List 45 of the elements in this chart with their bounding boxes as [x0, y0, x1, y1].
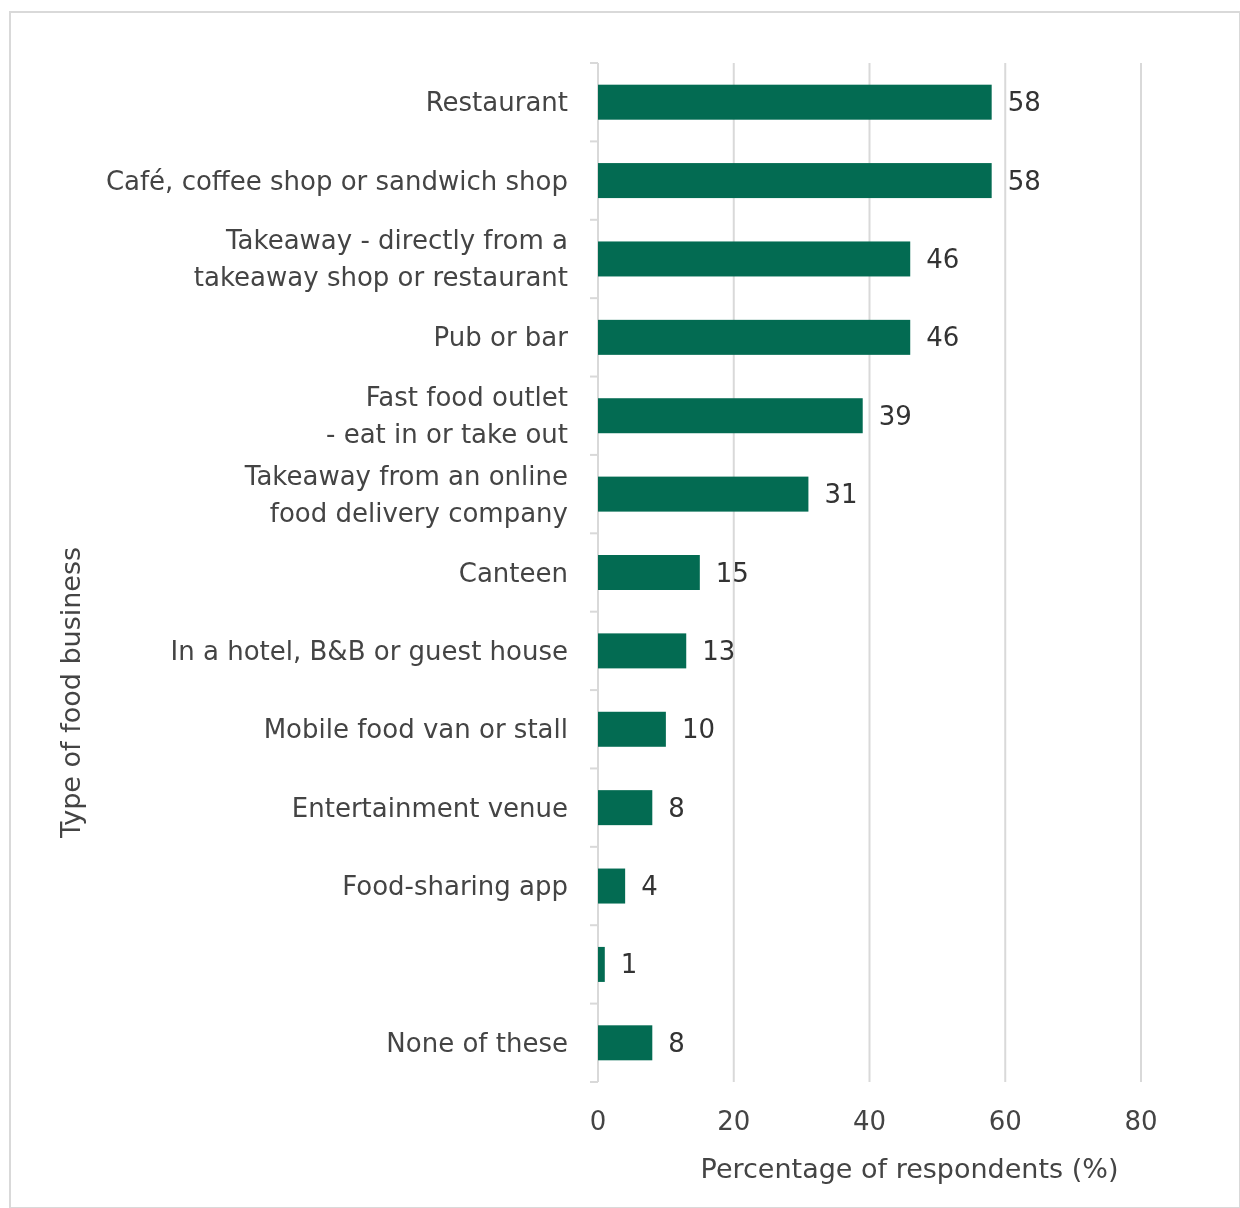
- y-tick-label: In a hotel, B&B or guest house: [170, 635, 568, 666]
- bar: [598, 946, 605, 982]
- y-tick-label: Café, coffee shop or sandwich shop: [105, 165, 568, 196]
- bar: [598, 711, 666, 747]
- y-tick-label: Canteen: [458, 557, 568, 588]
- x-tick-label: 40: [852, 1106, 887, 1136]
- bar: [598, 1025, 653, 1061]
- y-tick-label: Entertainment venue: [291, 792, 568, 823]
- bar: [598, 555, 700, 590]
- bar: [598, 319, 911, 355]
- bar: [598, 633, 687, 669]
- data-label: 10: [681, 714, 715, 745]
- y-tick-label: Takeaway from an online food delivery company: [243, 460, 568, 528]
- y-tick-label: None of these: [386, 1027, 568, 1058]
- data-label: 58: [1007, 165, 1041, 196]
- data-label: 39: [878, 400, 912, 431]
- y-tick-label: Food-sharing app: [342, 871, 568, 902]
- data-label: 58: [1007, 87, 1041, 118]
- bar: [598, 868, 626, 904]
- y-tick-label: Pub or bar: [433, 322, 569, 353]
- y-tick-label: Restaurant: [425, 87, 568, 118]
- data-label: 4: [641, 871, 658, 902]
- y-tick-label: Takeaway - directly from a takeaway shop or restaurant: [193, 225, 568, 293]
- data-label: 31: [824, 479, 858, 510]
- bar: [598, 84, 992, 120]
- data-label: 15: [715, 557, 749, 588]
- data-label: 1: [620, 949, 638, 980]
- bar: [598, 398, 863, 434]
- bar: [598, 241, 911, 277]
- data-label: 8: [668, 1027, 685, 1058]
- bar: [598, 476, 809, 512]
- y-tick-label: Fast food outlet - eat in or take out: [326, 382, 568, 450]
- data-label: 13: [702, 635, 736, 666]
- x-tick-label: 20: [717, 1106, 751, 1136]
- data-label: 46: [926, 322, 960, 353]
- x-tick-label: 0: [589, 1106, 607, 1136]
- x-axis-title: Percentage of respondents (%): [700, 1153, 1119, 1184]
- bar: [598, 790, 653, 826]
- y-tick-label: Mobile food van or stall: [263, 714, 568, 745]
- y-axis-title: Type of food business: [55, 546, 86, 840]
- data-label: 8: [668, 792, 685, 823]
- bar: [598, 163, 992, 199]
- x-tick-label: 80: [1124, 1106, 1158, 1136]
- x-tick-label: 60: [988, 1106, 1022, 1136]
- data-label: 46: [926, 243, 960, 274]
